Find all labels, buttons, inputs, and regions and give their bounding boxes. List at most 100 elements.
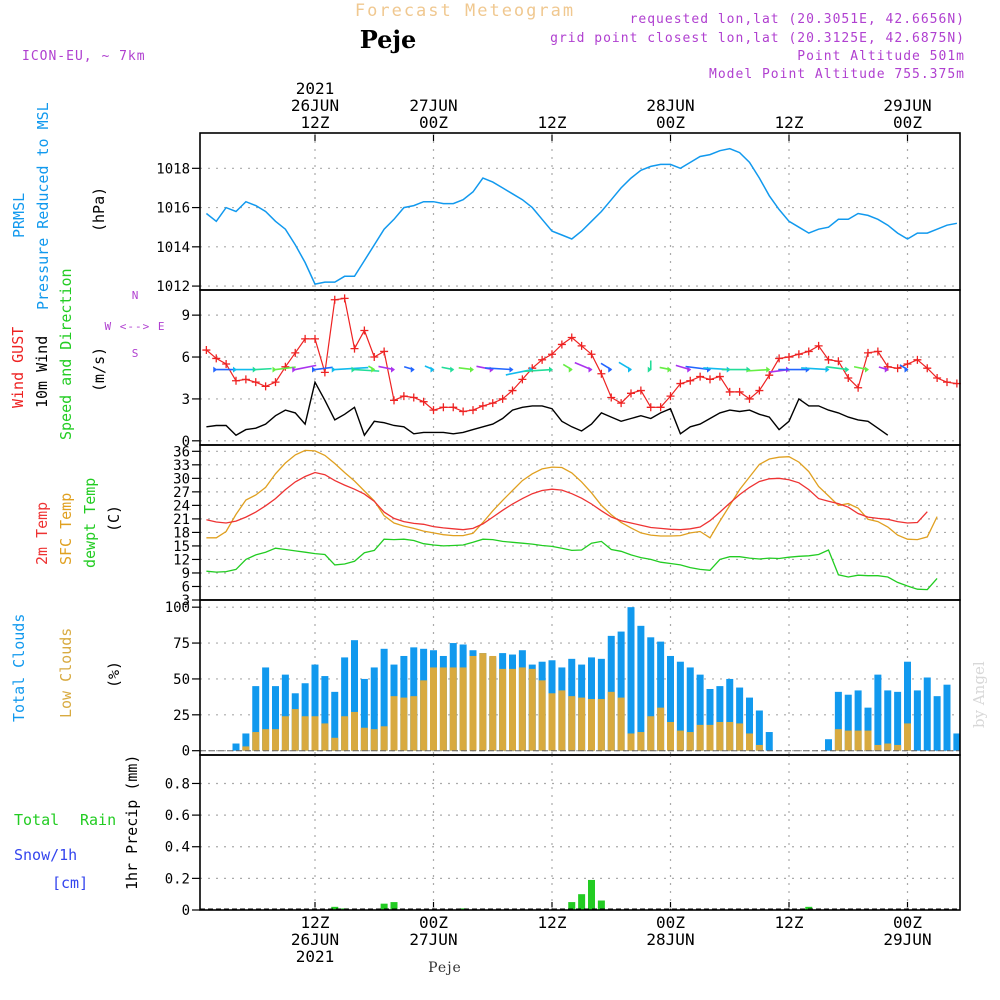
wind-arrow-head xyxy=(509,366,514,373)
temp-ytick: 9 xyxy=(182,566,190,582)
wind-arrow-head xyxy=(312,366,316,373)
gust-point xyxy=(725,387,734,396)
total-cloud-bar xyxy=(953,733,961,751)
gust-point xyxy=(202,346,211,355)
low-cloud-bar xyxy=(301,716,309,751)
pressure-label: Pressure Reduced to MSL xyxy=(34,102,52,310)
gust-point xyxy=(636,386,645,395)
low-cloud-bar xyxy=(706,724,714,751)
low-cloud-bar xyxy=(489,655,497,751)
chart-title: Forecast Meteogram xyxy=(355,1,575,21)
low-cloud-bar xyxy=(696,724,704,751)
temp-ytick: 15 xyxy=(173,539,190,555)
gust-point xyxy=(360,326,369,335)
gust-point xyxy=(469,406,477,415)
top-time-label: 27JUN xyxy=(409,96,457,115)
gust-point xyxy=(380,347,389,356)
gust-point xyxy=(320,368,329,377)
top-time-label: 26JUN xyxy=(291,96,339,115)
gust-point xyxy=(508,386,517,395)
total-cloud-bar xyxy=(825,739,832,751)
top-time-label: 2021 xyxy=(296,79,335,98)
total-cloud-bar xyxy=(904,661,911,751)
total-cloud-bar xyxy=(854,690,862,751)
low-cloud-bar xyxy=(281,716,289,751)
grid-point-coords: grid point closest lon,lat (20.3125E, 42… xyxy=(550,31,965,46)
gust-point xyxy=(350,344,359,353)
wind-ytick: 0 xyxy=(182,434,190,450)
wind-arrow-head xyxy=(410,366,415,373)
gust-point xyxy=(903,360,912,369)
wind-arrow-head xyxy=(667,366,672,373)
low-cloud-bar xyxy=(360,727,368,751)
gust-point xyxy=(696,372,705,381)
compass-n: N xyxy=(132,289,139,302)
low-cloud-bar xyxy=(755,744,763,751)
top-time-label: 00Z xyxy=(419,113,448,132)
clouds-ytick: 75 xyxy=(173,636,190,652)
gust-point xyxy=(399,392,408,401)
rain-bar xyxy=(597,900,605,910)
gust-point xyxy=(607,393,616,402)
wind-arrow xyxy=(314,366,333,371)
low-cloud-bar xyxy=(746,733,753,751)
wind-arrow-head xyxy=(865,366,869,373)
low-cloud-bar xyxy=(894,744,902,751)
low-cloud-bar xyxy=(469,655,477,751)
low-cloud-bar xyxy=(449,667,457,751)
total-cloud-bar xyxy=(647,637,655,751)
total-cloud-bar xyxy=(657,641,665,751)
top-time-label: 12Z xyxy=(538,113,567,132)
bottom-time-label: 26JUN xyxy=(291,930,339,949)
compass-we: W <--> E xyxy=(105,320,166,333)
wind-arrow-head xyxy=(568,366,573,373)
wind-arrow-head xyxy=(608,366,613,373)
temp2m-line xyxy=(206,471,928,531)
wind10m-label: 10m Wind xyxy=(33,336,51,408)
footer-location: Peje xyxy=(428,960,462,976)
low-cloud-bar xyxy=(479,653,487,751)
clouds-panel: 0 25 50 75 100 xyxy=(165,599,961,760)
top-time-label: 12Z xyxy=(775,113,804,132)
precip-ytick: 0 xyxy=(182,903,190,919)
gust-point xyxy=(854,383,863,392)
total-cloud-bar xyxy=(370,667,378,751)
clouds-ytick: 50 xyxy=(173,672,190,688)
low-cloud-bar xyxy=(509,668,516,751)
low-cloud-bar xyxy=(262,729,270,751)
total-cloud-bar xyxy=(716,686,724,751)
low-clouds-label: Low Clouds xyxy=(57,628,75,718)
gust-point xyxy=(943,378,951,387)
gust-point xyxy=(656,403,665,412)
top-time-label: 12Z xyxy=(301,113,330,132)
total-cloud-bar xyxy=(844,694,852,751)
low-cloud-bar xyxy=(657,707,665,751)
total-cloud-bar xyxy=(923,677,931,751)
wind-arrow-head xyxy=(825,366,830,373)
total-cloud-bar xyxy=(765,732,773,751)
low-cloud-bar xyxy=(272,729,279,751)
wind-ytick: 9 xyxy=(182,308,190,324)
gust-point xyxy=(775,354,784,363)
wind-arrow-head xyxy=(430,366,435,373)
rain-bar xyxy=(588,879,595,910)
low-cloud-bar xyxy=(637,732,645,751)
low-cloud-bar xyxy=(864,730,872,751)
sfc-temp-line xyxy=(206,449,938,541)
gust-point xyxy=(804,347,813,356)
total-cloud-bar xyxy=(331,691,339,751)
gust-point xyxy=(281,362,290,371)
total-cloud-bar xyxy=(272,686,279,751)
bottom-time-label: 00Z xyxy=(656,913,685,932)
wind-dir-label: Speed and Direction xyxy=(57,268,75,440)
total-cloud-bar xyxy=(637,625,645,751)
low-cloud-bar xyxy=(736,723,744,751)
wind-arrow xyxy=(295,364,317,371)
wind-arrow-head xyxy=(588,366,593,373)
wind-arrow-head xyxy=(549,366,553,373)
gust-point xyxy=(587,350,596,359)
temp-labels: 2m Temp SFC Temp dewpt Temp (C) xyxy=(33,478,123,568)
gust-line xyxy=(206,297,957,413)
total-cloud-bar xyxy=(252,686,260,751)
wind-unit: (m/s) xyxy=(90,347,108,392)
